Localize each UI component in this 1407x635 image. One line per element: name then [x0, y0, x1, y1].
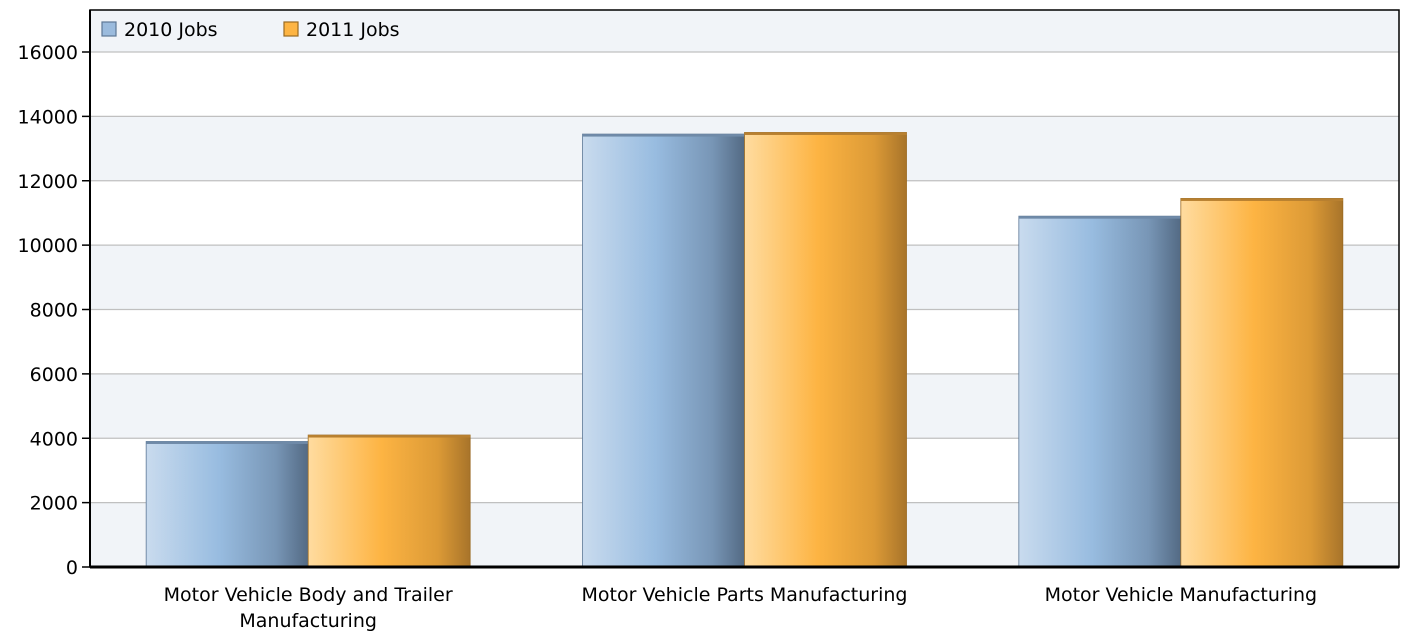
y-tick-label: 6000 — [30, 364, 78, 386]
y-tick-label: 12000 — [18, 171, 78, 193]
bar-top-edge — [582, 134, 745, 137]
bar-top-edge — [308, 435, 471, 438]
bar-series-1-2 — [1018, 215, 1182, 568]
y-tick-label: 4000 — [30, 428, 78, 450]
bar-top-edge — [146, 441, 309, 444]
bar-series-1-0 — [145, 441, 309, 568]
bar-top-edge — [1180, 198, 1343, 201]
bar-series-2-0 — [307, 434, 471, 568]
legend: 2010 Jobs 2011 Jobs — [101, 19, 400, 41]
y-tick-label: 14000 — [18, 106, 78, 128]
legend-swatch — [283, 21, 299, 37]
x-category-label: Motor Vehicle Parts Manufacturing — [582, 584, 908, 606]
bar-top-edge — [744, 132, 907, 135]
x-category-label: Motor Vehicle Manufacturing — [1045, 584, 1318, 606]
bar-series-1-1 — [582, 133, 745, 568]
bars — [145, 132, 1344, 568]
x-category-label: Motor Vehicle Body and Trailer Manufactur… — [164, 584, 453, 632]
legend-label: 2010 Jobs — [124, 19, 218, 41]
y-tick-label: 10000 — [18, 235, 78, 257]
grid-band — [90, 10, 1399, 52]
x-axis-labels: Motor Vehicle Body and Trailer Manufactur… — [164, 584, 1317, 632]
y-tick-label: 0 — [66, 557, 78, 579]
y-tick-label: 8000 — [30, 300, 78, 322]
y-tick-label: 16000 — [18, 42, 78, 64]
y-axis-ticks: 0 2000 4000 6000 8000 10000 12000 14000 16000 — [18, 42, 90, 579]
bar-top-edge — [1018, 216, 1181, 219]
axes — [89, 9, 1400, 569]
bar-series-2-2 — [1180, 198, 1344, 568]
y-tick-label: 2000 — [30, 493, 78, 515]
legend-swatch — [101, 21, 117, 37]
bar-series-2-1 — [744, 132, 907, 568]
legend-label: 2011 Jobs — [306, 19, 400, 41]
